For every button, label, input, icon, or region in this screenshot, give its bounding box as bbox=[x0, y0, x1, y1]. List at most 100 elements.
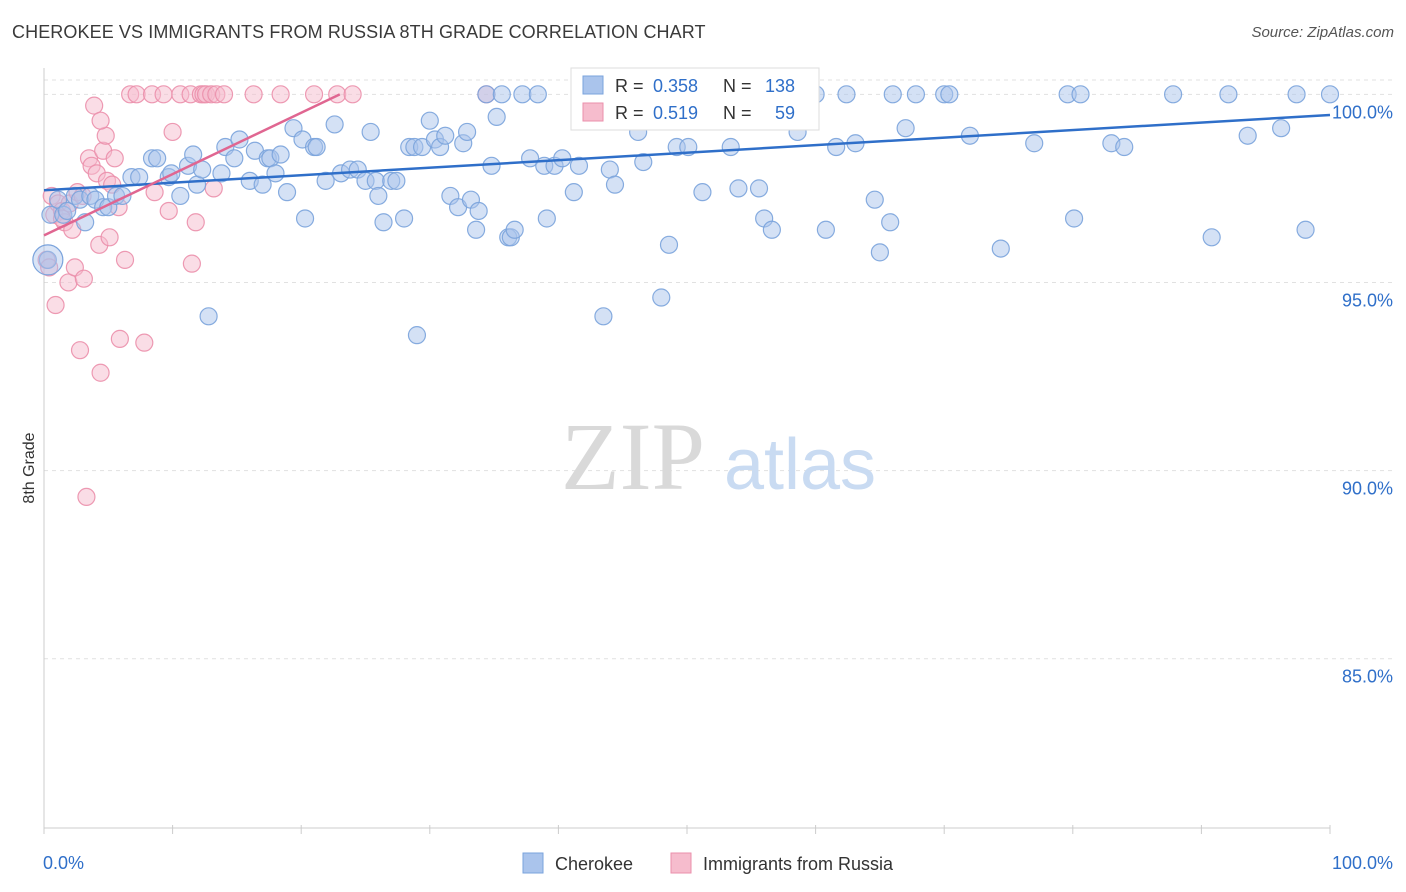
point-cherokee bbox=[325, 115, 344, 134]
point-cherokee bbox=[1064, 209, 1084, 228]
point-cherokee bbox=[816, 220, 835, 239]
point-immigrants-from-russia bbox=[59, 273, 78, 292]
point-cherokee bbox=[513, 85, 532, 104]
point-cherokee bbox=[1296, 220, 1315, 239]
point-immigrants-from-russia bbox=[105, 149, 124, 168]
point-cherokee bbox=[883, 85, 902, 104]
point-cherokee bbox=[316, 171, 335, 190]
y-axis-title: 8th Grade bbox=[21, 432, 38, 503]
trend-lines bbox=[43, 93, 1331, 237]
point-cherokee bbox=[420, 111, 439, 130]
point-cherokee bbox=[130, 168, 149, 187]
point-cherokee bbox=[307, 137, 326, 157]
x-tick-label-max: 100.0% bbox=[1332, 853, 1393, 873]
point-immigrants-from-russia bbox=[91, 111, 110, 130]
point-cherokee bbox=[881, 213, 900, 232]
stats-r-label-2: R = bbox=[615, 103, 644, 123]
point-cherokee bbox=[253, 175, 272, 194]
point-immigrants-from-russia bbox=[182, 254, 201, 273]
trend-line-immigrants-from-russia bbox=[43, 93, 341, 237]
point-cherokee bbox=[374, 213, 393, 232]
point-cherokee bbox=[634, 152, 653, 172]
point-cherokee bbox=[837, 85, 856, 104]
point-immigrants-from-russia bbox=[186, 213, 205, 232]
point-cherokee bbox=[477, 85, 496, 104]
point-cherokee bbox=[1272, 119, 1291, 138]
point-cherokee bbox=[1115, 137, 1134, 157]
watermark-zip: ZIP bbox=[561, 403, 705, 510]
stats-swatch-russia bbox=[582, 102, 604, 122]
point-cherokee bbox=[940, 85, 959, 104]
point-cherokee bbox=[38, 250, 57, 269]
point-cherokee bbox=[605, 175, 625, 194]
x-tick-label-min: 0.0% bbox=[43, 853, 84, 873]
point-cherokee bbox=[366, 171, 385, 190]
stats-swatch-cherokee bbox=[582, 75, 604, 95]
point-immigrants-from-russia bbox=[91, 363, 110, 382]
point-immigrants-from-russia bbox=[135, 333, 154, 352]
point-cherokee bbox=[225, 149, 244, 168]
stats-n-label-2: N = bbox=[723, 103, 752, 123]
watermark-atlas: atlas bbox=[724, 425, 876, 505]
bottom-legend: Cherokee Immigrants from Russia bbox=[522, 852, 894, 874]
point-immigrants-from-russia bbox=[115, 250, 135, 269]
stats-n-value-2: 59 bbox=[775, 103, 795, 123]
point-immigrants-from-russia bbox=[96, 126, 115, 145]
legend-swatch-russia bbox=[670, 852, 692, 874]
stats-r-label-1: R = bbox=[615, 76, 644, 96]
point-cherokee bbox=[1320, 85, 1340, 104]
point-cherokee bbox=[277, 183, 297, 202]
point-immigrants-from-russia bbox=[154, 85, 173, 104]
point-cherokee bbox=[271, 145, 290, 164]
chart-title: CHEROKEE VS IMMIGRANTS FROM RUSSIA 8TH G… bbox=[12, 22, 706, 42]
point-cherokee bbox=[537, 209, 556, 228]
point-cherokee bbox=[407, 326, 427, 345]
point-cherokee bbox=[1071, 85, 1090, 104]
point-immigrants-from-russia bbox=[70, 341, 90, 360]
point-cherokee bbox=[58, 201, 77, 221]
point-cherokee-cluster bbox=[32, 244, 64, 276]
point-immigrants-from-russia bbox=[214, 85, 234, 104]
point-cherokee bbox=[505, 220, 524, 239]
point-cherokee bbox=[729, 179, 748, 198]
trend-line-cherokee bbox=[43, 113, 1331, 192]
point-cherokee bbox=[594, 307, 613, 326]
y-tick-label: 95.0% bbox=[1342, 290, 1393, 310]
point-cherokee bbox=[266, 164, 285, 183]
point-immigrants-from-russia bbox=[271, 85, 290, 104]
point-cherokee bbox=[906, 85, 926, 104]
point-immigrants-from-russia bbox=[244, 85, 263, 104]
point-cherokee bbox=[361, 122, 380, 142]
y-tick-label: 85.0% bbox=[1342, 667, 1393, 687]
point-cherokee bbox=[600, 160, 619, 179]
point-immigrants-from-russia bbox=[127, 85, 146, 104]
point-cherokee bbox=[457, 122, 477, 142]
point-cherokee bbox=[171, 186, 190, 206]
point-cherokee bbox=[487, 107, 506, 127]
point-cherokee bbox=[991, 239, 1010, 258]
y-tick-label: 100.0% bbox=[1332, 102, 1393, 122]
point-cherokee bbox=[1202, 228, 1221, 247]
y-tick-label: 90.0% bbox=[1342, 479, 1393, 499]
point-cherokee bbox=[369, 186, 388, 206]
point-cherokee bbox=[212, 164, 231, 183]
grid-lines bbox=[44, 79, 1393, 660]
point-cherokee bbox=[394, 209, 414, 228]
point-cherokee bbox=[295, 209, 315, 228]
point-cherokee bbox=[482, 156, 501, 175]
legend-label-cherokee: Cherokee bbox=[555, 854, 633, 874]
point-cherokee bbox=[1238, 126, 1257, 145]
point-cherokee bbox=[528, 85, 547, 104]
watermark: ZIP atlas bbox=[561, 403, 876, 510]
stats-legend: R = 0.358 N = 138 R = 0.519 N = 59 bbox=[570, 67, 820, 131]
chart-source: Source: ZipAtlas.com bbox=[1251, 24, 1394, 41]
y-tick-labels: 85.0% 90.0% 95.0% 100.0% bbox=[1332, 102, 1393, 686]
point-cherokee bbox=[199, 307, 218, 326]
stats-r-value-1: 0.358 bbox=[653, 76, 698, 96]
point-immigrants-from-russia bbox=[304, 85, 324, 104]
stats-legend-box bbox=[570, 67, 820, 131]
point-cherokee bbox=[569, 156, 589, 175]
point-cherokee bbox=[466, 220, 486, 239]
point-cherokee bbox=[827, 137, 846, 157]
point-immigrants-from-russia bbox=[343, 85, 362, 104]
